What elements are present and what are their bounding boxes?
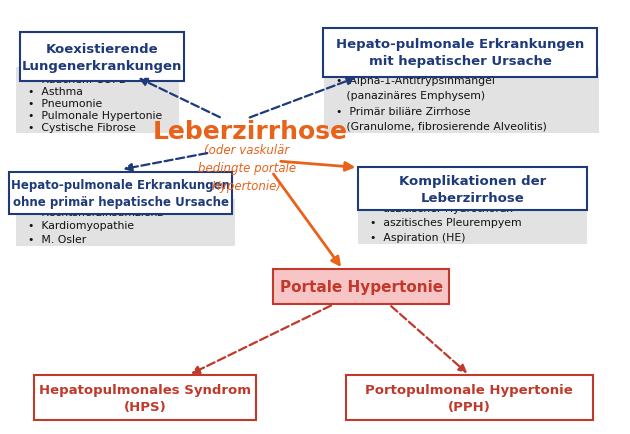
Text: •  Asthma: • Asthma — [21, 86, 83, 96]
Text: (Granulome, fibrosierende Alveolitis): (Granulome, fibrosierende Alveolitis) — [329, 122, 547, 132]
Text: Portale Hypertonie: Portale Hypertonie — [280, 279, 443, 295]
Text: Komplikationen der
Leberzirrhose: Komplikationen der Leberzirrhose — [399, 174, 546, 204]
FancyBboxPatch shape — [273, 270, 449, 305]
FancyBboxPatch shape — [16, 200, 235, 247]
FancyBboxPatch shape — [324, 68, 599, 134]
Text: Hepato-pulmonale Erkrankungen
mit hepatischer Ursache: Hepato-pulmonale Erkrankungen mit hepati… — [336, 38, 584, 68]
Text: (panazinäres Emphysem): (panazinäres Emphysem) — [329, 91, 485, 101]
Text: Hepatopulmonales Syndrom
(HPS): Hepatopulmonales Syndrom (HPS) — [39, 383, 251, 413]
Text: •  aszitisches Pleurempyem: • aszitisches Pleurempyem — [363, 218, 522, 228]
FancyBboxPatch shape — [323, 29, 597, 78]
Text: •  Pulmonale Hypertonie: • Pulmonale Hypertonie — [21, 111, 162, 121]
FancyBboxPatch shape — [20, 33, 184, 82]
Text: •  Alpha-1-Antitrypsinmangel: • Alpha-1-Antitrypsinmangel — [329, 76, 495, 86]
Text: •  M. Osler: • M. Osler — [21, 235, 86, 245]
Text: •  Kardiomyopathie: • Kardiomyopathie — [21, 221, 134, 231]
Text: (oder vaskulär
bedingte portale
Hypertonie): (oder vaskulär bedingte portale Hyperton… — [198, 144, 296, 193]
Text: •  Primär biliäre Zirrhose: • Primär biliäre Zirrhose — [329, 106, 471, 116]
FancyBboxPatch shape — [346, 375, 593, 420]
FancyBboxPatch shape — [358, 168, 587, 210]
FancyBboxPatch shape — [16, 68, 179, 134]
Text: Portopulmonale Hypertonie
(PPH): Portopulmonale Hypertonie (PPH) — [365, 383, 573, 413]
Text: •  Cystische Fibrose: • Cystische Fibrose — [21, 123, 135, 133]
Text: •  Rauchen: COPD: • Rauchen: COPD — [21, 74, 127, 84]
FancyBboxPatch shape — [34, 375, 256, 420]
Text: •  Pneumonie: • Pneumonie — [21, 99, 102, 108]
Text: Koexistierende
Lungenerkrankungen: Koexistierende Lungenerkrankungen — [22, 43, 182, 72]
Text: Leberzirrhose: Leberzirrhose — [152, 120, 348, 144]
Text: •  Rechtsherzinsuffizienz: • Rechtsherzinsuffizienz — [21, 207, 163, 217]
FancyBboxPatch shape — [358, 196, 587, 245]
Text: •  aszitischer Hydrothorax: • aszitischer Hydrothorax — [363, 203, 513, 213]
Text: •  Aspiration (HE): • Aspiration (HE) — [363, 232, 466, 242]
Text: Hepato-pulmonale Erkrankungen
ohne primär hepatische Ursache: Hepato-pulmonale Erkrankungen ohne primä… — [11, 179, 230, 209]
FancyBboxPatch shape — [9, 172, 232, 215]
